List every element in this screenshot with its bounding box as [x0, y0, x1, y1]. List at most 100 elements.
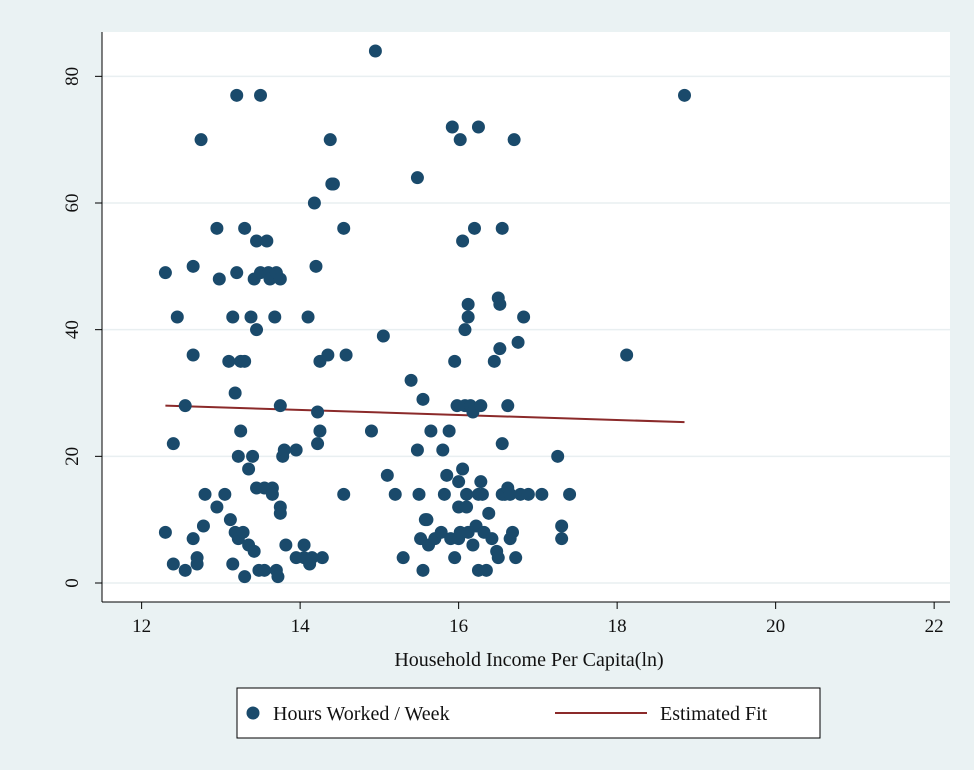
x-axis-ticks: 12 14 16 18 20 22 — [132, 602, 944, 637]
data-point-73 — [309, 259, 323, 273]
data-point-90 — [388, 487, 402, 501]
data-point-22 — [226, 557, 240, 571]
data-point-1 — [158, 525, 172, 539]
data-point-93 — [410, 443, 424, 457]
data-point-31 — [236, 525, 250, 539]
data-point-136 — [474, 399, 488, 413]
data-point-78 — [315, 551, 329, 565]
data-point-83 — [337, 221, 351, 235]
legend-marker-hours — [246, 706, 260, 720]
data-point-80 — [323, 133, 337, 147]
data-point-167 — [555, 532, 569, 546]
data-point-21 — [226, 310, 240, 324]
data-point-166 — [555, 519, 569, 533]
data-point-34 — [238, 221, 252, 235]
data-point-79 — [321, 348, 335, 362]
data-point-64 — [273, 500, 287, 514]
data-point-13 — [198, 487, 212, 501]
fit-line-layer — [165, 404, 685, 424]
data-point-107 — [440, 468, 454, 482]
data-point-15 — [210, 221, 224, 235]
data-point-63 — [273, 399, 287, 413]
data-point-48 — [257, 563, 271, 577]
data-point-135 — [471, 120, 485, 134]
data-point-32 — [238, 354, 252, 368]
data-point-35 — [242, 462, 256, 476]
data-point-11 — [194, 133, 208, 147]
data-point-131 — [467, 221, 481, 235]
data-point-26 — [230, 88, 244, 102]
data-point-162 — [517, 310, 531, 324]
data-point-17 — [212, 272, 226, 286]
y-tick-label-1: 20 — [62, 447, 83, 466]
data-point-112 — [448, 551, 462, 565]
x-tick-label-0: 12 — [132, 616, 151, 637]
data-point-75 — [311, 405, 325, 419]
x-tick-label-5: 22 — [925, 616, 944, 637]
data-point-87 — [368, 44, 382, 58]
data-point-137 — [474, 475, 488, 489]
data-point-168 — [563, 487, 577, 501]
data-point-154 — [501, 399, 515, 413]
data-point-74 — [311, 437, 325, 451]
data-point-69 — [301, 310, 315, 324]
data-point-24 — [228, 386, 242, 400]
data-point-25 — [230, 266, 244, 280]
data-point-91 — [396, 551, 410, 565]
data-point-4 — [170, 310, 184, 324]
data-point-0 — [158, 266, 172, 280]
data-point-61 — [277, 443, 291, 457]
data-point-148 — [493, 342, 507, 356]
data-point-170 — [678, 88, 692, 102]
data-point-155 — [503, 487, 517, 501]
data-point-14 — [186, 532, 200, 546]
data-point-6 — [178, 563, 192, 577]
data-point-2 — [166, 557, 180, 571]
x-tick-label-2: 16 — [449, 616, 468, 637]
data-point-85 — [339, 348, 353, 362]
data-point-39 — [247, 544, 261, 558]
data-point-106 — [437, 487, 451, 501]
data-point-33 — [238, 570, 252, 584]
data-point-126 — [461, 310, 475, 324]
data-point-82 — [326, 177, 340, 191]
data-point-5 — [178, 399, 192, 413]
data-point-16 — [210, 500, 224, 514]
data-point-157 — [506, 525, 520, 539]
data-point-125 — [461, 297, 475, 311]
x-tick-label-3: 18 — [608, 616, 627, 637]
y-axis-ticks: 0 20 40 60 80 — [62, 67, 102, 588]
data-point-138 — [475, 487, 489, 501]
data-point-19 — [222, 354, 236, 368]
data-point-41 — [250, 323, 264, 337]
data-point-94 — [410, 171, 424, 185]
data-point-54 — [268, 310, 282, 324]
x-axis-label: Household Income Per Capita(ln) — [394, 649, 663, 671]
data-point-114 — [452, 475, 466, 489]
data-point-147 — [493, 297, 507, 311]
y-tick-label-2: 40 — [62, 320, 83, 339]
data-point-29 — [234, 424, 248, 438]
data-point-100 — [420, 513, 434, 527]
data-point-117 — [453, 133, 467, 147]
data-point-27 — [231, 449, 245, 463]
y-tick-label-4: 80 — [62, 67, 83, 86]
fit-line — [165, 404, 685, 424]
data-point-164 — [535, 487, 549, 501]
data-point-108 — [442, 424, 456, 438]
data-point-88 — [376, 329, 390, 343]
data-point-62 — [279, 538, 293, 552]
data-point-86 — [364, 424, 378, 438]
data-point-71 — [305, 551, 319, 565]
data-point-110 — [445, 120, 459, 134]
data-point-143 — [487, 354, 501, 368]
data-point-98 — [416, 563, 430, 577]
y-tick-label-3: 60 — [62, 194, 83, 213]
data-point-77 — [313, 424, 327, 438]
data-point-141 — [482, 506, 496, 520]
data-point-105 — [436, 443, 450, 457]
data-point-59 — [273, 272, 287, 286]
legend-label-fit: Estimated Fit — [660, 703, 768, 725]
data-point-20 — [223, 513, 237, 527]
